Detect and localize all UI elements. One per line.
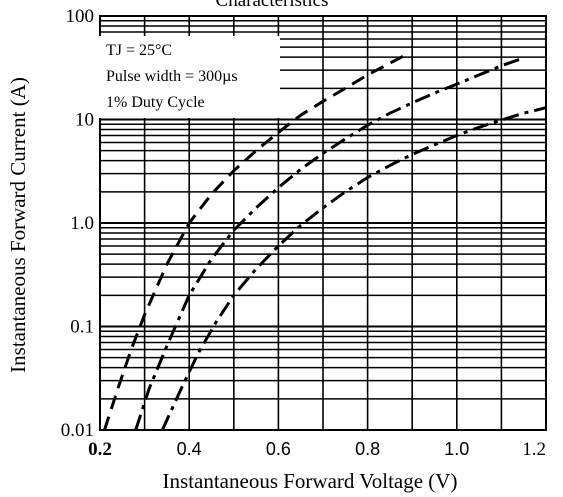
- x-axis-title: Instantaneous Forward Voltage (V): [163, 469, 458, 493]
- y-tick-labels: 0.01 0.1 1.0 10 100: [61, 6, 94, 441]
- x-tick-label: 0.2: [88, 439, 112, 460]
- plot-frame: [99, 15, 547, 431]
- x-tick-label: 1.0: [444, 439, 469, 459]
- x-tick-label: 0.4: [177, 439, 202, 459]
- chart-title: Characteristics: [216, 0, 329, 11]
- y-tick-label: 100: [66, 6, 95, 27]
- y-axis-title: Instantaneous Forward Current (A): [6, 77, 30, 373]
- condition-pulse-width: Pulse width = 300µs: [106, 68, 238, 85]
- x-tick-labels: 0.2 0.4 0.6 0.8 1.0 1.2: [88, 439, 546, 460]
- series-curve-1: [103, 54, 405, 431]
- x-tick-label: 0.8: [355, 439, 380, 459]
- conditions-background: [98, 36, 280, 118]
- y-tick-label: 0.01: [61, 420, 94, 441]
- condition-temperature: TJ = 25°C: [106, 42, 172, 59]
- y-tick-label: 10: [75, 110, 94, 131]
- conditions-box: TJ = 25°C Pulse width = 300µs 1% Duty Cy…: [98, 36, 280, 118]
- series-curve-3: [161, 106, 547, 431]
- x-tick-label: 1.2: [522, 439, 546, 460]
- y-tick-label: 1.0: [70, 213, 94, 234]
- series-curve-2: [134, 58, 520, 431]
- condition-duty-cycle: 1% Duty Cycle: [106, 94, 205, 111]
- curves: [103, 54, 547, 431]
- y-tick-label: 0.1: [70, 317, 94, 338]
- x-tick-label: 0.6: [266, 439, 291, 459]
